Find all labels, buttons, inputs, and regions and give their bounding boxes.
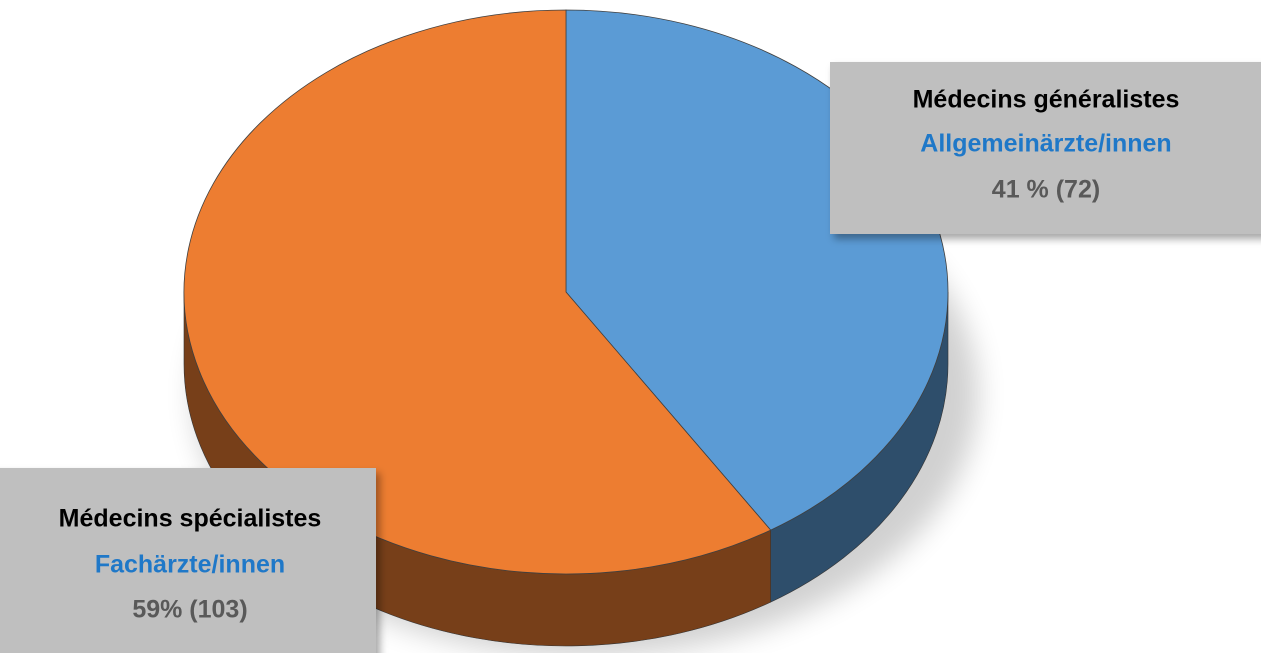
category-translation: Fachärzte/innen [95,551,285,579]
pie-slice [183,9,772,575]
category-label: Médecins généralistes [913,86,1180,114]
label-background [0,468,376,653]
category-translation: Allgemeinärzte/innen [920,130,1171,158]
label-box: Médecins généralistes Allgemeinärzte/inn… [830,62,1261,234]
value-label: 41 % (72) [992,176,1100,204]
category-label: Médecins spécialistes [59,505,322,533]
label-background [830,62,1261,234]
value-label: 59% (103) [132,596,247,624]
label-box: Médecins spécialistes Fachärzte/innen 59… [0,468,376,653]
